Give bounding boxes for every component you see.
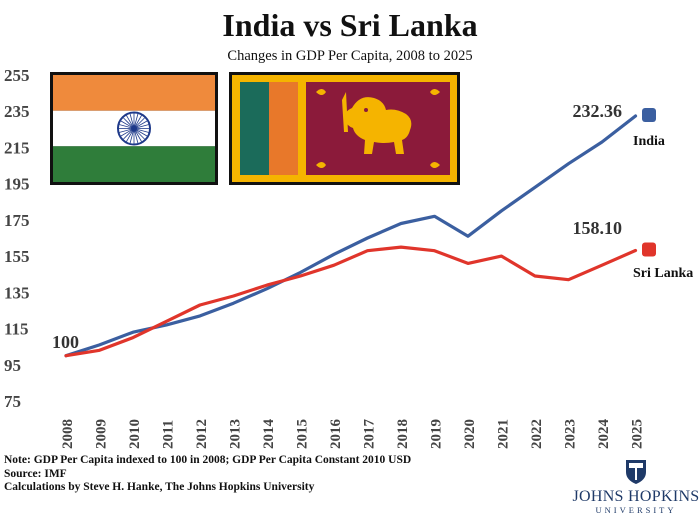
y-axis-ticks: 75 95 115 135 155 175 195 215 235 255 [4, 66, 30, 411]
logo-name: JOHNS HOPKINS [572, 488, 699, 505]
series-line-sri-lanka [64, 245, 638, 358]
india-flag [50, 72, 218, 185]
chakra-spoke [133, 128, 139, 144]
chakra-spoke [120, 120, 135, 129]
university-shield-icon [626, 460, 646, 484]
x-tick-label: 2024 [596, 419, 612, 450]
x-tick-label: 2012 [194, 419, 210, 449]
x-tick-label: 2011 [161, 420, 177, 449]
x-tick-label: 2019 [429, 419, 445, 449]
x-tick-label: 2016 [328, 419, 344, 450]
x-axis-ticks: 2008 2009 2010 2011 2012 2013 2014 2015 2016 2017… [60, 419, 646, 450]
chakra-spoke [129, 128, 135, 144]
x-tick-label: 2022 [529, 419, 545, 449]
x-tick-label: 2021 [496, 419, 512, 449]
source-line: Source: IMF [4, 467, 67, 480]
chakra-spoke [133, 115, 142, 129]
y-tick-label: 135 [4, 283, 30, 302]
x-tick-label: 2014 [261, 419, 277, 450]
chakra-spoke [133, 117, 145, 129]
x-tick-label: 2009 [94, 419, 110, 449]
chakra-spoke [119, 128, 135, 133]
chakra-spoke [123, 117, 135, 129]
credit-line: Calculations by Steve H. Hanke, The John… [4, 481, 315, 493]
y-tick-label: 155 [4, 247, 30, 266]
chakra-spoke [133, 128, 145, 140]
chakra-spoke [133, 120, 148, 129]
x-tick-label: 2025 [630, 419, 646, 449]
x-tick-label: 2010 [127, 419, 143, 449]
chakra-spoke [133, 113, 139, 129]
chart-title: India vs Sri Lanka [222, 7, 477, 43]
srilanka-series-label: Sri Lanka [633, 266, 693, 281]
x-tick-label: 2018 [395, 419, 411, 449]
chakra-spoke [133, 128, 148, 137]
chakra-spoke [123, 128, 135, 140]
chakra-spoke [120, 128, 135, 137]
chakra-spoke [126, 128, 135, 142]
x-tick-label: 2023 [563, 419, 579, 449]
johns-hopkins-logo: JOHNS HOPKINS UNIVERSITY [572, 460, 699, 515]
chakra-spoke [129, 113, 135, 129]
chakra-spoke [133, 124, 149, 129]
india-series-label: India [633, 134, 665, 149]
y-tick-label: 215 [4, 138, 30, 157]
note-line: Note: GDP Per Capita indexed to 100 in 2… [4, 454, 412, 466]
x-tick-label: 2013 [228, 419, 244, 449]
start-value-label: 100 [52, 332, 79, 352]
ashoka-chakra-icon [117, 111, 151, 146]
chart-subtitle: Changes in GDP Per Capita, 2008 to 2025 [227, 48, 472, 64]
series-end-marker-sri-lanka [642, 242, 656, 257]
chakra-spoke [133, 128, 142, 142]
logo-sub: UNIVERSITY [596, 505, 677, 515]
chakra-spoke [126, 115, 135, 129]
y-tick-label: 235 [4, 102, 30, 121]
y-tick-label: 95 [4, 356, 21, 375]
x-tick-label: 2015 [295, 419, 311, 449]
series-end-marker-india [642, 108, 656, 123]
footnotes: Note: GDP Per Capita indexed to 100 in 2… [4, 454, 411, 495]
y-tick-label: 75 [4, 392, 21, 411]
series-lines [64, 108, 656, 358]
chakra-spoke [133, 128, 149, 133]
chakra-spoke [119, 124, 135, 129]
lion-emblem-icon [316, 89, 440, 168]
y-tick-label: 255 [4, 66, 30, 85]
x-tick-label: 2020 [462, 419, 478, 449]
srilanka-end-value-label: 158.10 [573, 218, 623, 238]
series-line-india [64, 114, 638, 358]
sri-lanka-flag [229, 72, 460, 185]
x-tick-label: 2008 [60, 419, 76, 449]
india-end-value-label: 232.36 [573, 101, 623, 121]
y-tick-label: 115 [4, 320, 29, 339]
x-tick-label: 2017 [362, 419, 378, 450]
y-tick-label: 175 [4, 211, 30, 230]
y-tick-label: 195 [4, 175, 30, 194]
